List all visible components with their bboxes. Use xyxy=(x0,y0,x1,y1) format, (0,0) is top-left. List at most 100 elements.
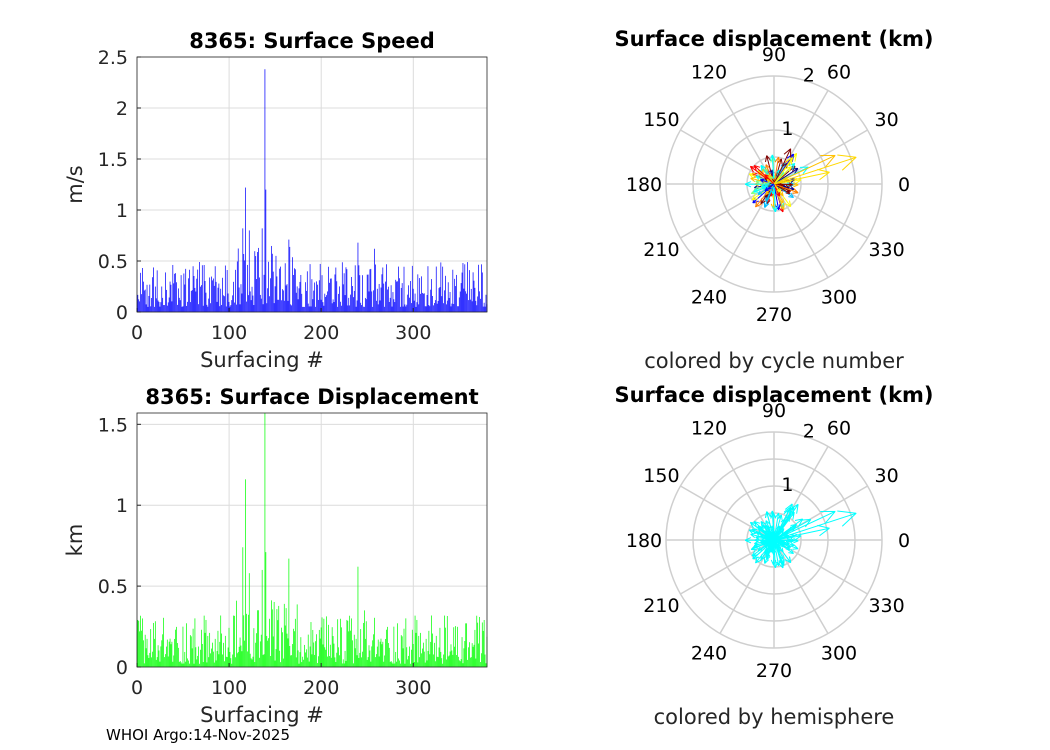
data-bar xyxy=(393,299,395,312)
displacement-arrow-head xyxy=(788,538,793,542)
data-bar xyxy=(153,267,154,312)
data-bar xyxy=(220,288,222,312)
data-bar xyxy=(154,621,156,667)
data-bar xyxy=(423,293,425,312)
data-bar xyxy=(433,305,434,312)
data-bar xyxy=(199,663,200,667)
data-bar xyxy=(196,659,198,667)
data-bar xyxy=(273,303,275,312)
data-bar xyxy=(377,639,379,667)
data-bar xyxy=(468,300,469,312)
data-bar xyxy=(299,281,301,312)
data-bar xyxy=(446,659,447,667)
data-bar xyxy=(177,304,178,312)
data-bar xyxy=(424,306,426,312)
polar-spoke xyxy=(719,539,775,634)
data-bar xyxy=(296,604,298,667)
data-bar xyxy=(323,618,325,667)
displacement-arrow-head xyxy=(771,190,774,195)
displacement-arrow-head xyxy=(760,521,763,527)
data-bar xyxy=(197,269,199,312)
axes-box xyxy=(136,412,488,668)
data-bar xyxy=(203,615,205,667)
data-bar xyxy=(317,299,319,312)
data-bar xyxy=(346,619,348,667)
displacement-arrow-head xyxy=(760,556,766,561)
displacement-arrow-head xyxy=(785,559,791,564)
data-bar xyxy=(237,248,239,312)
data-bar xyxy=(242,228,244,312)
data-bar xyxy=(238,287,240,312)
data-bar xyxy=(139,631,141,667)
displacement-arrow-long-head xyxy=(817,168,830,173)
data-bar xyxy=(139,301,141,312)
displacement-arrow-head xyxy=(765,520,770,525)
data-bar xyxy=(460,659,462,667)
data-bar xyxy=(411,649,412,667)
data-bar xyxy=(161,640,163,667)
displacement-arrow-head xyxy=(760,542,766,544)
data-bar xyxy=(318,629,320,667)
data-bar xyxy=(239,304,241,312)
data-bar xyxy=(443,654,444,667)
data-bar xyxy=(263,654,265,667)
data-bar xyxy=(344,295,346,312)
data-bar xyxy=(311,279,313,312)
data-bar xyxy=(373,634,374,667)
data-bar xyxy=(262,654,264,667)
displacement-arrow-head xyxy=(776,193,780,197)
displacement-arrow-long-head xyxy=(817,524,830,529)
x-tick-label: 0 xyxy=(131,677,143,699)
data-bar xyxy=(382,267,384,312)
data-bar xyxy=(450,306,452,312)
data-bar xyxy=(425,638,427,667)
data-bar xyxy=(222,277,223,312)
data-bar xyxy=(143,290,145,312)
displacement-arrow-head xyxy=(790,541,795,546)
data-bar xyxy=(146,638,148,667)
data-bar xyxy=(435,635,437,667)
data-bar xyxy=(317,284,318,312)
data-bar xyxy=(332,299,334,312)
displacement-arrow-head xyxy=(788,540,793,543)
displacement-arrow xyxy=(773,183,780,210)
data-bar xyxy=(484,654,486,667)
displacement-arrow-head xyxy=(757,525,763,528)
data-bar xyxy=(379,300,381,312)
data-bar xyxy=(187,658,188,667)
data-bar xyxy=(137,294,139,312)
data-bar xyxy=(244,640,246,667)
data-bar xyxy=(166,289,167,312)
data-bar xyxy=(312,299,314,312)
data-bar xyxy=(395,651,397,667)
displacement-arrow-head xyxy=(751,198,758,201)
data-bar xyxy=(407,659,409,667)
data-bar xyxy=(242,547,244,667)
data-bar xyxy=(441,296,443,312)
data-bar xyxy=(190,291,192,312)
displacement-arrow-head xyxy=(782,528,785,533)
data-bar xyxy=(236,600,237,667)
data-bar xyxy=(473,280,475,312)
data-bar xyxy=(249,291,251,312)
data-bar xyxy=(260,298,262,312)
data-bar xyxy=(302,656,304,667)
data-bar xyxy=(395,279,397,312)
data-bar xyxy=(334,274,336,312)
data-bar xyxy=(352,663,354,667)
data-bar xyxy=(159,306,161,312)
polar-spoke xyxy=(719,446,775,541)
data-bar xyxy=(255,256,257,312)
data-bar xyxy=(441,658,443,667)
angle-label: 150 xyxy=(643,465,679,487)
displacement-arrow-long xyxy=(773,155,836,185)
polar-spoke xyxy=(680,129,775,185)
data-bar xyxy=(274,660,276,667)
data-bar xyxy=(349,615,351,667)
data-bar xyxy=(200,649,201,667)
displacement-arrow-head xyxy=(781,191,784,196)
data-bar xyxy=(484,306,486,312)
data-bar xyxy=(149,284,151,312)
displacement-arrow-long xyxy=(773,527,830,541)
data-bar xyxy=(469,270,470,312)
